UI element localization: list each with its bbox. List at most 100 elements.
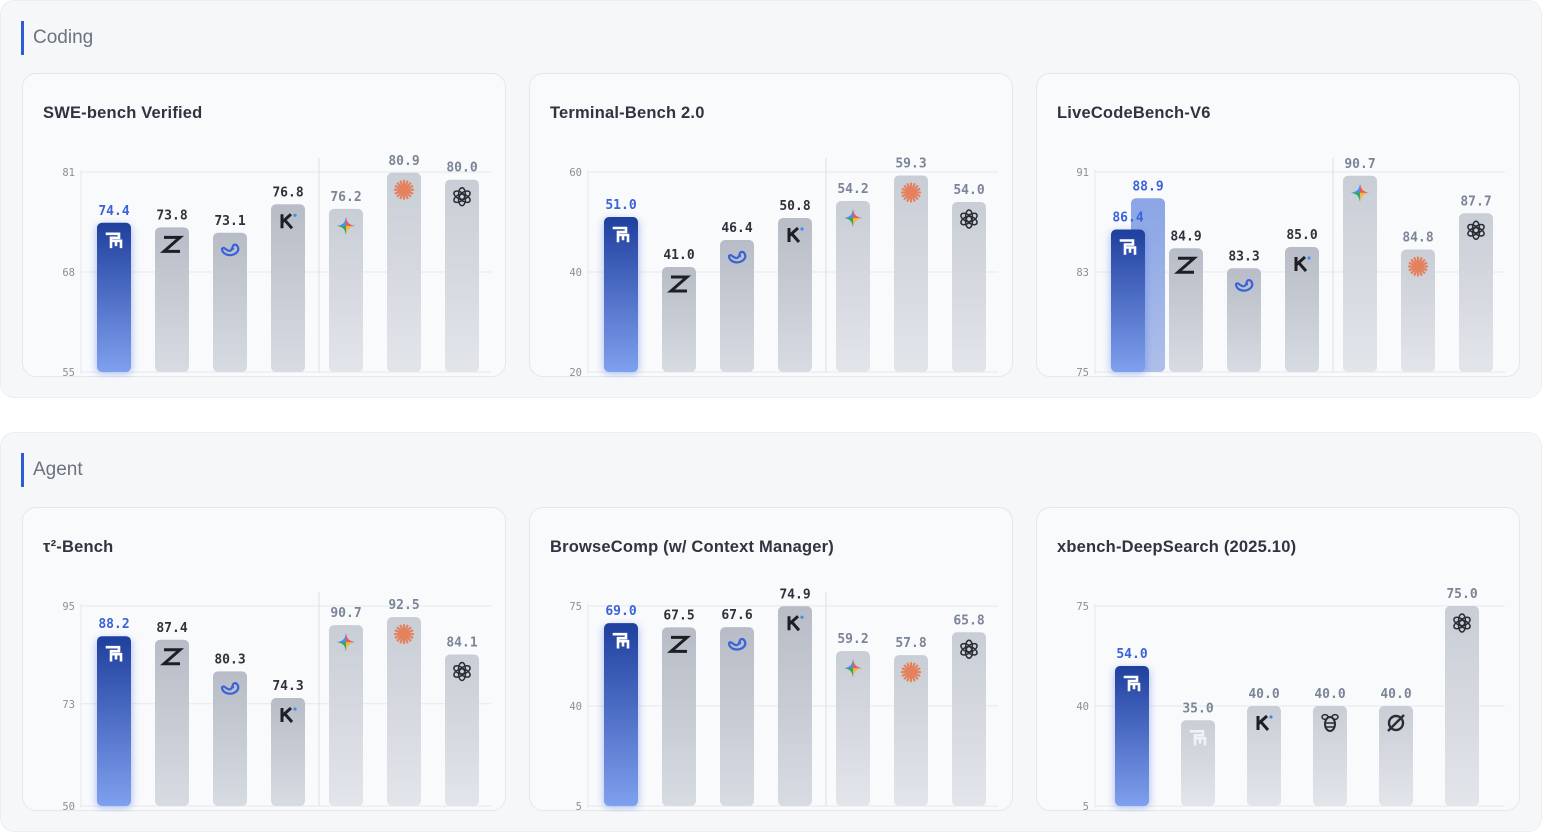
bar-value-label: 88.2 — [98, 617, 129, 632]
chart-title: xbench-DeepSearch (2025.10) — [1057, 538, 1297, 556]
bar-chart-livecodebench: 91 83 75 88.9 86.4 84.9 83.3 85.0 90.7 84.8 87.7 — [1076, 157, 1505, 378]
bar-chart-browsecomp: 75 40 5 69.0 67.5 67.6 74.9 59.2 57.8 65.8 — [569, 587, 998, 812]
bar — [662, 267, 696, 372]
bar-value-label: 40.0 — [1314, 687, 1345, 702]
chart-card-tau2-bench: τ²-Bench 95 73 50 88.2 87.4 80.3 74.3 90.7 92.5 8… — [22, 507, 506, 812]
section-title-coding: Coding — [21, 21, 93, 55]
bar-group: 40.0 — [1379, 687, 1413, 806]
bar-group: 75.0 — [1445, 587, 1479, 806]
bar-group: 84.8 — [1401, 231, 1435, 372]
bar — [662, 627, 696, 806]
bar-group: 74.3 — [271, 679, 305, 806]
y-tick-label: 73 — [62, 699, 75, 711]
bar-value-label: 74.4 — [98, 204, 129, 219]
k-logo-icon — [787, 615, 804, 632]
bar-chart-xbench: 75 40 5 54.0 35.0 40.0 40.0 40.0 75.0 — [1076, 587, 1505, 812]
bar-group: 74.4 — [96, 204, 132, 374]
bar-value-label: 41.0 — [663, 248, 694, 263]
bar-value-label: 69.0 — [605, 604, 636, 619]
chart-card-livecodebench: LiveCodeBench-V6 91 83 75 88.9 86.4 84.9 83.3 8… — [1036, 73, 1520, 378]
bar — [778, 218, 812, 372]
bar-value-label: 75.0 — [1446, 587, 1477, 602]
y-tick-label: 75 — [1076, 601, 1089, 613]
bar — [271, 204, 305, 372]
bar-group: 67.6 — [720, 608, 754, 806]
knot-icon — [453, 186, 471, 207]
bar — [97, 222, 131, 372]
chart-title: Terminal-Bench 2.0 — [550, 104, 705, 122]
bar — [836, 201, 870, 372]
starburst-icon — [900, 182, 922, 203]
whale-icon — [220, 682, 240, 695]
brand-s-icon — [612, 226, 630, 243]
bar-value-label: 80.9 — [388, 154, 419, 169]
knot-icon — [960, 639, 978, 660]
bee-icon — [1321, 713, 1339, 732]
k-logo-icon — [787, 226, 804, 243]
sparkle-icon — [844, 659, 862, 678]
bar — [1247, 706, 1281, 806]
bar — [1401, 249, 1435, 372]
chart-card-browsecomp: BrowseComp (w/ Context Manager) 75 40 5 69.… — [529, 507, 1013, 812]
bar-group: 87.4 — [155, 621, 189, 806]
bar-chart-tau2-bench: 95 73 50 88.2 87.4 80.3 74.3 90.7 92.5 84.1 — [62, 592, 491, 812]
bar-group: 54.2 — [836, 182, 870, 372]
starburst-icon — [1407, 256, 1429, 277]
brand-s-icon — [105, 645, 123, 662]
bar-value-label: 84.9 — [1170, 229, 1201, 244]
bar-value-label: 40.0 — [1380, 687, 1411, 702]
brand-s-icon — [105, 232, 123, 249]
bar-group: 84.1 — [445, 635, 479, 806]
y-tick-label: 5 — [1083, 801, 1089, 812]
bar — [836, 651, 870, 806]
y-tick-label: 75 — [569, 601, 582, 613]
k-logo-icon — [280, 706, 297, 723]
bar — [952, 632, 986, 806]
bar-value-label: 51.0 — [605, 198, 636, 213]
bar — [1459, 213, 1493, 372]
bar — [604, 217, 638, 372]
bar — [720, 240, 754, 372]
bar-group: 84.9 — [1169, 229, 1203, 372]
knot-icon — [453, 661, 471, 682]
bar-value-label: 92.5 — [388, 598, 419, 613]
bar-value-label: 50.8 — [779, 199, 810, 214]
bar — [1313, 706, 1347, 806]
bar — [155, 639, 189, 806]
bar-value-label: 83.3 — [1228, 249, 1259, 264]
brand-s-icon — [1119, 239, 1137, 255]
bar-value-label: 90.7 — [330, 606, 361, 621]
bar-group: 76.2 — [329, 190, 363, 372]
bar-value-label: 80.3 — [214, 652, 245, 667]
whale-icon — [727, 637, 747, 651]
bar-value-label: 40.0 — [1248, 687, 1279, 702]
bar — [1343, 175, 1377, 372]
bar-group: 65.8 — [952, 613, 986, 806]
y-tick-label: 50 — [62, 801, 75, 812]
sparkle-icon — [337, 216, 355, 235]
bar-value-label: 80.0 — [446, 161, 477, 176]
section-coding: Coding SWE-bench Verified 81 68 55 74.4 73.8… — [0, 0, 1542, 398]
y-tick-label: 55 — [62, 367, 75, 378]
chart-card-terminal-bench: Terminal-Bench 2.0 60 40 20 51.0 41.0 46.4 50.… — [529, 73, 1013, 378]
y-tick-label: 75 — [1076, 367, 1089, 378]
bar-group: 88.9 86.4 — [1110, 179, 1165, 374]
bar-value-label: 57.8 — [895, 636, 926, 651]
bar-group: 40.0 — [1247, 687, 1281, 806]
chart-title: LiveCodeBench-V6 — [1057, 104, 1211, 122]
bar-group: 88.2 — [96, 617, 132, 808]
bar-value-label: 54.0 — [953, 183, 984, 198]
bar-value-label: 35.0 — [1182, 701, 1213, 716]
bar — [271, 698, 305, 806]
bar — [97, 636, 131, 806]
bar — [894, 655, 928, 806]
bar-group: 80.9 — [387, 154, 421, 372]
bar-value-label: 87.7 — [1460, 194, 1491, 209]
bar-value-label: 84.1 — [446, 635, 477, 650]
ring-slash-icon — [1387, 714, 1405, 732]
bar-group: 90.7 — [329, 606, 363, 806]
bar-value-label: 84.8 — [1402, 231, 1433, 246]
bar-group: 59.3 — [894, 157, 928, 372]
bar-value-label: 76.8 — [272, 185, 303, 200]
bar — [213, 232, 247, 372]
